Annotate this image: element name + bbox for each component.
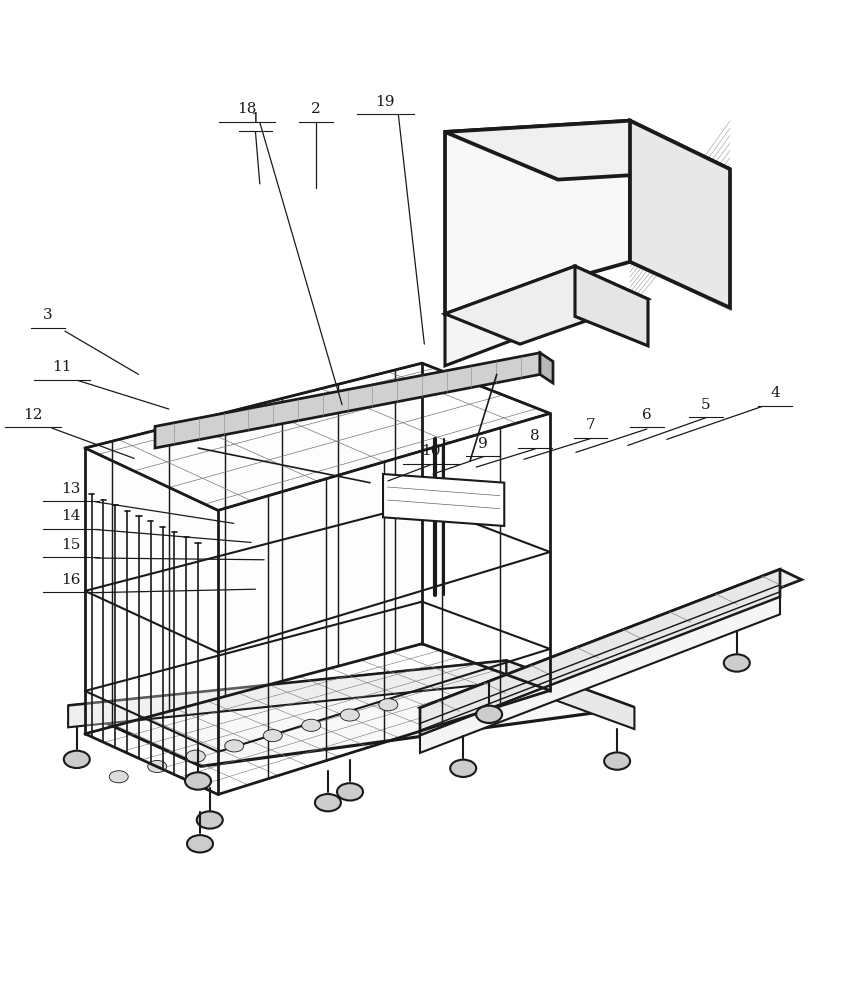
Ellipse shape xyxy=(340,709,359,721)
Text: 16: 16 xyxy=(61,573,81,587)
Polygon shape xyxy=(630,121,730,308)
Text: 5: 5 xyxy=(701,398,711,412)
Ellipse shape xyxy=(109,771,128,783)
Polygon shape xyxy=(507,661,635,729)
Text: 14: 14 xyxy=(61,509,81,523)
Ellipse shape xyxy=(186,750,205,762)
Polygon shape xyxy=(445,266,575,366)
Polygon shape xyxy=(68,661,635,766)
Polygon shape xyxy=(445,121,630,314)
Polygon shape xyxy=(420,569,802,718)
Ellipse shape xyxy=(476,706,502,723)
Text: 11: 11 xyxy=(53,360,72,374)
Ellipse shape xyxy=(187,835,213,852)
Ellipse shape xyxy=(301,719,320,731)
Polygon shape xyxy=(445,266,648,344)
Ellipse shape xyxy=(724,654,750,672)
Text: 3: 3 xyxy=(42,308,53,322)
Polygon shape xyxy=(383,474,504,526)
Polygon shape xyxy=(420,597,780,753)
Ellipse shape xyxy=(315,794,341,811)
Polygon shape xyxy=(420,569,780,736)
Text: 1: 1 xyxy=(250,112,261,126)
Text: 10: 10 xyxy=(422,444,441,458)
Text: 6: 6 xyxy=(642,408,652,422)
Ellipse shape xyxy=(224,740,243,752)
Text: 8: 8 xyxy=(530,429,540,443)
Ellipse shape xyxy=(148,760,167,773)
Text: 12: 12 xyxy=(23,408,42,422)
Ellipse shape xyxy=(604,752,630,770)
Text: 13: 13 xyxy=(61,482,81,496)
Text: 4: 4 xyxy=(770,386,780,400)
Ellipse shape xyxy=(263,730,282,742)
Ellipse shape xyxy=(197,811,223,829)
Ellipse shape xyxy=(337,783,363,801)
Ellipse shape xyxy=(378,699,397,711)
Text: 18: 18 xyxy=(237,102,256,116)
Polygon shape xyxy=(445,121,730,180)
Polygon shape xyxy=(575,266,648,346)
Ellipse shape xyxy=(185,772,211,790)
Ellipse shape xyxy=(64,751,90,768)
Ellipse shape xyxy=(450,760,476,777)
Polygon shape xyxy=(155,353,540,448)
Text: 15: 15 xyxy=(61,538,81,552)
Polygon shape xyxy=(85,363,422,734)
Polygon shape xyxy=(540,353,553,383)
Text: 2: 2 xyxy=(311,102,321,116)
Polygon shape xyxy=(68,661,507,727)
Text: 9: 9 xyxy=(478,437,488,451)
Text: 7: 7 xyxy=(585,418,596,432)
Text: 19: 19 xyxy=(376,95,395,109)
